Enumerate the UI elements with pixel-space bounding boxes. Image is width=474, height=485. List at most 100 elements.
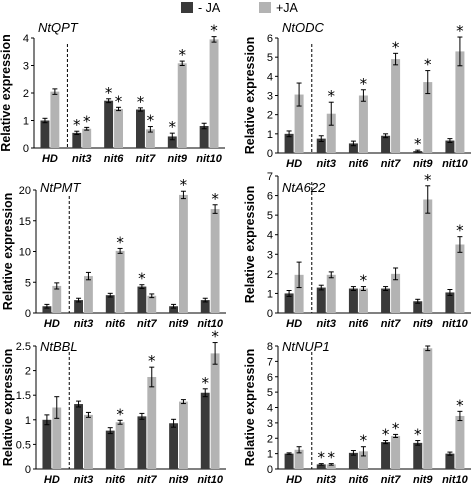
y-tick-label: 5	[267, 52, 273, 64]
x-tick-label: nit10	[442, 158, 469, 170]
bar-minus-ja	[348, 452, 358, 469]
bar-plus-ja	[147, 295, 157, 313]
x-tick-label: nit9	[167, 153, 187, 165]
y-tick-label: 1	[25, 415, 31, 427]
y-tick-label: 0	[23, 143, 29, 155]
x-tick-label: nit7	[137, 474, 157, 485]
bar-minus-ja	[381, 288, 391, 313]
bar-minus-ja	[284, 453, 294, 469]
y-tick-label: 4	[267, 403, 273, 415]
significance-star: *	[424, 56, 432, 74]
bar-plus-ja	[179, 401, 188, 469]
y-tick-label: 6	[267, 372, 273, 384]
y-tick-label: 3	[267, 249, 273, 261]
panel-title: NtPMT	[40, 180, 82, 195]
y-tick-label: 4	[23, 33, 29, 45]
bar-plus-ja	[50, 91, 60, 148]
bar-minus-ja	[167, 136, 177, 148]
y-tick-label: 6	[267, 33, 273, 45]
x-tick-label: HD	[44, 474, 60, 485]
legend: - JA +JA	[181, 1, 299, 15]
x-tick-label: HD	[286, 318, 302, 330]
x-tick-label: nit7	[137, 318, 157, 330]
bar-minus-ja	[445, 292, 455, 313]
bar-plus-ja	[210, 353, 220, 469]
y-tick-label: 5	[267, 210, 273, 222]
x-tick-label: HD	[44, 318, 60, 330]
bar-plus-ja	[326, 464, 336, 469]
panel-title: NtQPT	[38, 20, 79, 35]
significance-star: *	[392, 38, 400, 56]
y-axis-label: Relative expression	[1, 193, 15, 310]
significance-star: *	[178, 46, 186, 64]
y-tick-label: 4	[267, 230, 273, 242]
significance-star: *	[211, 328, 219, 346]
x-tick-label: nit3	[74, 318, 94, 330]
significance-star: *	[210, 22, 218, 40]
bar-plus-ja	[326, 113, 336, 153]
bar-plus-ja	[210, 209, 220, 313]
bar-minus-ja	[316, 138, 326, 153]
significance-star: *	[169, 118, 177, 136]
x-tick-label: nit3	[72, 153, 92, 165]
bar-plus-ja	[423, 199, 433, 313]
y-tick-label: 0	[25, 464, 31, 476]
bar-plus-ja	[391, 59, 401, 154]
significance-star: *	[328, 449, 336, 467]
bar-plus-ja	[391, 273, 401, 313]
bar-minus-ja	[316, 464, 326, 469]
significance-star: *	[116, 405, 124, 423]
legend-label-minus-ja: - JA	[198, 1, 221, 15]
significance-star: *	[456, 22, 464, 40]
bar-plus-ja	[358, 95, 368, 153]
significance-star: *	[180, 176, 188, 194]
bar-plus-ja	[52, 285, 62, 313]
bar-minus-ja	[200, 300, 210, 313]
y-tick-label: 2	[267, 110, 273, 122]
y-tick-label: 10	[19, 247, 31, 259]
x-tick-label: nit3	[316, 474, 336, 485]
significance-star: *	[360, 75, 368, 93]
x-tick-label: nit10	[442, 318, 469, 330]
significance-star: *	[414, 426, 422, 444]
x-tick-label: nit9	[169, 318, 189, 330]
y-tick-label: 0	[267, 464, 273, 476]
panel-title: NtA622	[282, 180, 326, 195]
bar-minus-ja	[137, 286, 147, 313]
x-tick-label: nit7	[136, 153, 156, 165]
bar-plus-ja	[115, 250, 125, 313]
y-tick-label: 4	[267, 71, 273, 83]
y-tick-label: 5	[25, 277, 31, 289]
legend-swatch-minus-ja	[181, 2, 193, 13]
y-axis-label: Relative expression	[1, 349, 15, 466]
bar-plus-ja	[294, 449, 304, 469]
x-tick-label: nit10	[197, 474, 224, 485]
bar-plus-ja	[115, 422, 125, 469]
x-tick-label: nit9	[169, 474, 189, 485]
bar-plus-ja	[423, 82, 433, 153]
x-tick-label: nit7	[381, 318, 401, 330]
y-tick-label: 6	[267, 191, 273, 203]
bar-minus-ja	[105, 430, 115, 469]
y-tick-label: 5	[267, 387, 273, 399]
bar-minus-ja	[74, 404, 83, 469]
bar-minus-ja	[381, 135, 391, 153]
bar-minus-ja	[105, 295, 115, 313]
y-axis-label: Relative expression	[243, 186, 257, 303]
y-tick-label: 2	[25, 366, 31, 378]
significance-star: *	[138, 270, 146, 288]
bar-plus-ja	[326, 274, 336, 313]
y-tick-label: 1	[267, 129, 273, 141]
panel-title: NtNUP1	[282, 339, 330, 354]
x-tick-label: nit7	[381, 474, 401, 485]
bar-plus-ja	[391, 435, 401, 469]
significance-star: *	[360, 272, 368, 290]
significance-star: *	[456, 396, 464, 414]
bar-plus-ja	[147, 376, 157, 469]
x-tick-label: nit10	[197, 318, 224, 330]
bar-minus-ja	[72, 132, 82, 148]
y-tick-label: 15	[19, 216, 31, 228]
y-tick-label: 1	[23, 116, 29, 128]
significance-star: *	[424, 171, 432, 189]
significance-star: *	[211, 190, 219, 208]
